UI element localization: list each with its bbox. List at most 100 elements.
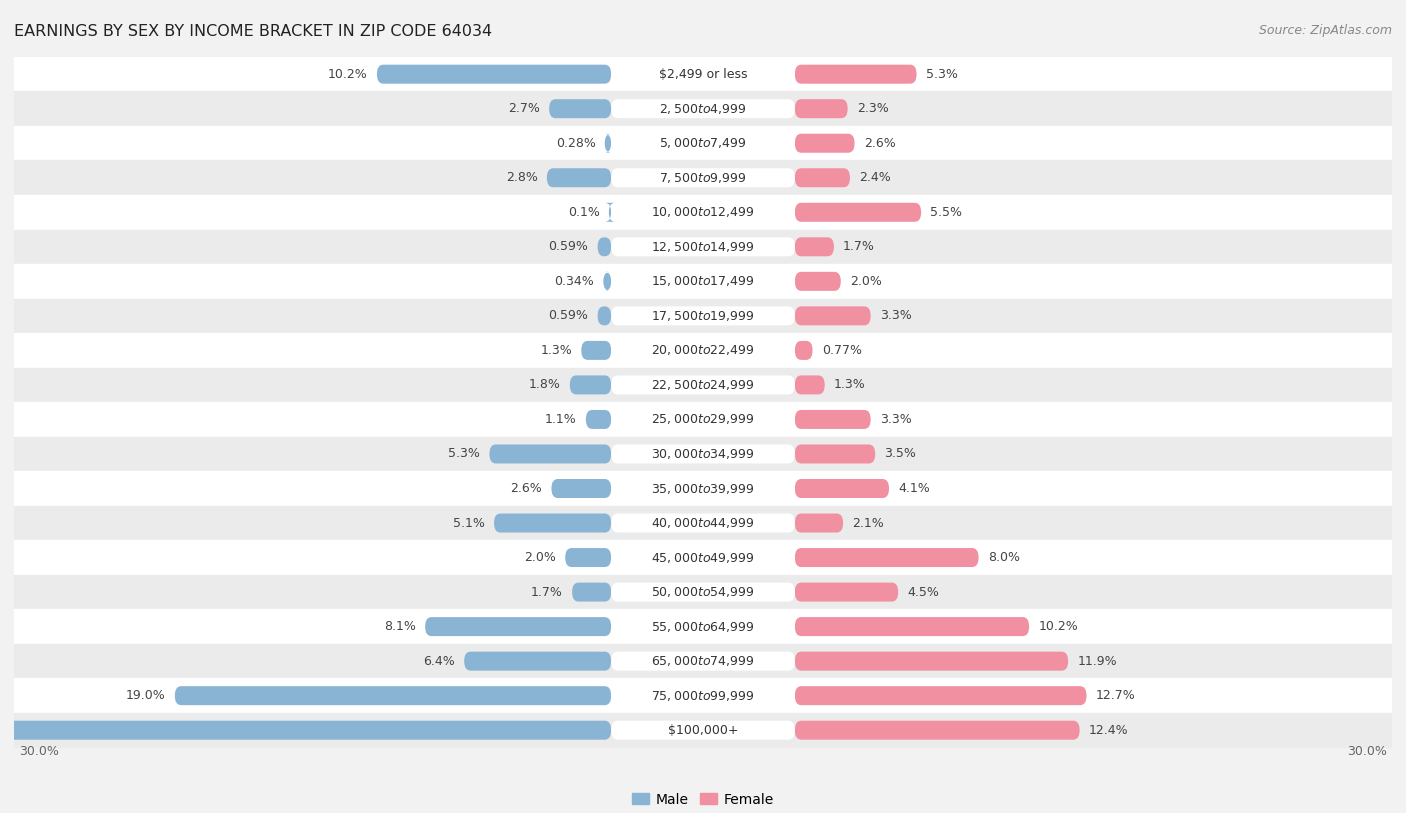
FancyBboxPatch shape (547, 168, 612, 187)
Bar (14, 610, 1392, 644)
FancyBboxPatch shape (794, 272, 841, 291)
FancyBboxPatch shape (612, 341, 794, 360)
Text: 5.5%: 5.5% (931, 206, 962, 219)
Text: 2.0%: 2.0% (524, 551, 555, 564)
Text: 6.4%: 6.4% (423, 654, 456, 667)
Text: 2.1%: 2.1% (852, 516, 884, 529)
FancyBboxPatch shape (569, 376, 612, 394)
Bar (14, 472, 1392, 506)
Bar (14, 437, 1392, 472)
FancyBboxPatch shape (0, 720, 612, 740)
Text: 3.3%: 3.3% (880, 413, 911, 426)
Text: $20,000 to $22,499: $20,000 to $22,499 (651, 343, 755, 358)
FancyBboxPatch shape (794, 652, 1069, 671)
Text: 10.2%: 10.2% (328, 67, 368, 80)
Text: 2.0%: 2.0% (851, 275, 882, 288)
Bar (14, 126, 1392, 160)
Text: $15,000 to $17,499: $15,000 to $17,499 (651, 274, 755, 289)
FancyBboxPatch shape (612, 583, 794, 602)
Text: $2,499 or less: $2,499 or less (659, 67, 747, 80)
Bar (14, 713, 1392, 747)
FancyBboxPatch shape (612, 307, 794, 325)
FancyBboxPatch shape (464, 652, 612, 671)
FancyBboxPatch shape (581, 341, 612, 360)
FancyBboxPatch shape (794, 548, 979, 567)
FancyBboxPatch shape (377, 65, 612, 84)
Bar (14, 575, 1392, 610)
FancyBboxPatch shape (794, 479, 889, 498)
FancyBboxPatch shape (612, 237, 794, 256)
Legend: Male, Female: Male, Female (627, 787, 779, 812)
FancyBboxPatch shape (612, 133, 794, 153)
FancyBboxPatch shape (572, 583, 612, 602)
Text: 2.6%: 2.6% (510, 482, 543, 495)
FancyBboxPatch shape (612, 652, 794, 671)
Text: 19.0%: 19.0% (127, 689, 166, 702)
Text: $100,000+: $100,000+ (668, 724, 738, 737)
FancyBboxPatch shape (794, 237, 834, 256)
FancyBboxPatch shape (794, 133, 855, 153)
FancyBboxPatch shape (425, 617, 612, 636)
Text: 10.2%: 10.2% (1038, 620, 1078, 633)
Text: 12.4%: 12.4% (1088, 724, 1129, 737)
Text: $50,000 to $54,999: $50,000 to $54,999 (651, 585, 755, 599)
FancyBboxPatch shape (794, 617, 1029, 636)
Text: 2.6%: 2.6% (863, 137, 896, 150)
Text: 5.3%: 5.3% (925, 67, 957, 80)
FancyBboxPatch shape (794, 202, 921, 222)
Text: $25,000 to $29,999: $25,000 to $29,999 (651, 412, 755, 427)
Text: 0.34%: 0.34% (554, 275, 595, 288)
Text: $10,000 to $12,499: $10,000 to $12,499 (651, 206, 755, 220)
FancyBboxPatch shape (598, 307, 612, 325)
Text: 3.5%: 3.5% (884, 447, 917, 460)
FancyBboxPatch shape (586, 410, 612, 429)
Text: 1.3%: 1.3% (540, 344, 572, 357)
Bar (14, 160, 1392, 195)
Text: Source: ZipAtlas.com: Source: ZipAtlas.com (1258, 24, 1392, 37)
FancyBboxPatch shape (612, 548, 794, 567)
Text: 2.7%: 2.7% (508, 102, 540, 115)
Text: 4.5%: 4.5% (907, 585, 939, 598)
Text: 3.3%: 3.3% (880, 310, 911, 323)
Text: 1.7%: 1.7% (844, 241, 875, 254)
FancyBboxPatch shape (598, 237, 612, 256)
FancyBboxPatch shape (612, 202, 794, 222)
FancyBboxPatch shape (612, 514, 794, 533)
FancyBboxPatch shape (612, 65, 794, 84)
FancyBboxPatch shape (794, 720, 1080, 740)
Text: $55,000 to $64,999: $55,000 to $64,999 (651, 620, 755, 633)
FancyBboxPatch shape (794, 341, 813, 360)
FancyBboxPatch shape (612, 410, 794, 429)
Text: 1.1%: 1.1% (546, 413, 576, 426)
Text: 0.77%: 0.77% (821, 344, 862, 357)
Bar (14, 333, 1392, 367)
Text: $75,000 to $99,999: $75,000 to $99,999 (651, 689, 755, 702)
FancyBboxPatch shape (550, 99, 612, 118)
FancyBboxPatch shape (612, 617, 794, 636)
Bar (14, 644, 1392, 678)
FancyBboxPatch shape (489, 445, 612, 463)
FancyBboxPatch shape (603, 272, 612, 291)
FancyBboxPatch shape (794, 514, 844, 533)
Text: $12,500 to $14,999: $12,500 to $14,999 (651, 240, 755, 254)
Text: 4.1%: 4.1% (898, 482, 929, 495)
FancyBboxPatch shape (794, 376, 825, 394)
Text: 2.8%: 2.8% (506, 172, 537, 185)
Text: 5.1%: 5.1% (453, 516, 485, 529)
FancyBboxPatch shape (605, 133, 612, 153)
FancyBboxPatch shape (612, 272, 794, 291)
Text: $65,000 to $74,999: $65,000 to $74,999 (651, 654, 755, 668)
Text: 30.0%: 30.0% (1347, 745, 1388, 758)
Text: 2.3%: 2.3% (856, 102, 889, 115)
Text: 5.3%: 5.3% (449, 447, 481, 460)
Text: $45,000 to $49,999: $45,000 to $49,999 (651, 550, 755, 564)
FancyBboxPatch shape (612, 376, 794, 394)
Text: 1.7%: 1.7% (531, 585, 562, 598)
FancyBboxPatch shape (612, 445, 794, 463)
FancyBboxPatch shape (494, 514, 612, 533)
Bar (14, 506, 1392, 541)
Bar (14, 57, 1392, 91)
FancyBboxPatch shape (794, 583, 898, 602)
Text: $30,000 to $34,999: $30,000 to $34,999 (651, 447, 755, 461)
Bar (14, 402, 1392, 437)
